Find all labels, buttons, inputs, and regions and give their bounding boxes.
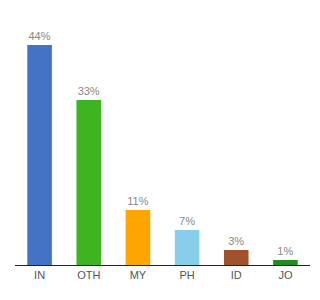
svg-text:7%: 7% — [179, 215, 195, 227]
svg-text:ID: ID — [231, 269, 242, 281]
svg-text:IN: IN — [34, 269, 45, 281]
svg-text:OTH: OTH — [77, 269, 100, 281]
svg-text:33%: 33% — [78, 85, 100, 97]
svg-text:1%: 1% — [277, 245, 293, 257]
svg-text:MY: MY — [130, 269, 147, 281]
svg-text:44%: 44% — [28, 30, 50, 42]
svg-text:3%: 3% — [228, 235, 244, 247]
svg-text:11%: 11% — [127, 195, 148, 207]
svg-text:JO: JO — [278, 269, 293, 281]
svg-text:PH: PH — [179, 269, 194, 281]
